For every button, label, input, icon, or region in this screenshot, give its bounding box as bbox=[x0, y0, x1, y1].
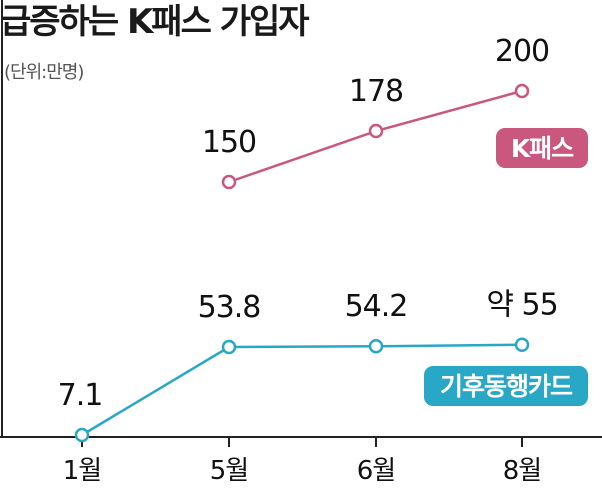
x-tick-label: 1월 bbox=[63, 456, 101, 486]
data-label: 54.2 bbox=[345, 289, 408, 324]
data-point bbox=[368, 338, 384, 354]
unit-label: (단위:만명) bbox=[4, 62, 84, 83]
x-tick-label: 5월 bbox=[210, 456, 248, 486]
data-label: 200 bbox=[495, 34, 549, 69]
data-point bbox=[368, 123, 384, 139]
data-point bbox=[74, 427, 90, 443]
legend-badge bbox=[424, 366, 588, 406]
chart-title: 급증하는 K패스 가입자 bbox=[0, 2, 310, 42]
data-label: 178 bbox=[349, 74, 403, 109]
series-line-1 bbox=[81, 343, 523, 437]
data-point bbox=[221, 174, 237, 190]
data-point bbox=[514, 337, 530, 352]
data-point bbox=[514, 83, 530, 99]
legend-badge bbox=[496, 128, 588, 168]
data-label: 150 bbox=[202, 125, 256, 160]
legend-badge-label: 기후동행카드 bbox=[440, 372, 573, 401]
data-point bbox=[221, 339, 237, 355]
legend-badge-label: K패스 bbox=[511, 134, 574, 163]
data-label: 53.8 bbox=[198, 290, 261, 325]
x-tick-label: 6월 bbox=[357, 456, 395, 486]
data-label: 7.1 bbox=[58, 378, 103, 413]
x-tick-label: 8월 bbox=[503, 456, 541, 486]
data-label: 약 55 bbox=[486, 288, 557, 323]
